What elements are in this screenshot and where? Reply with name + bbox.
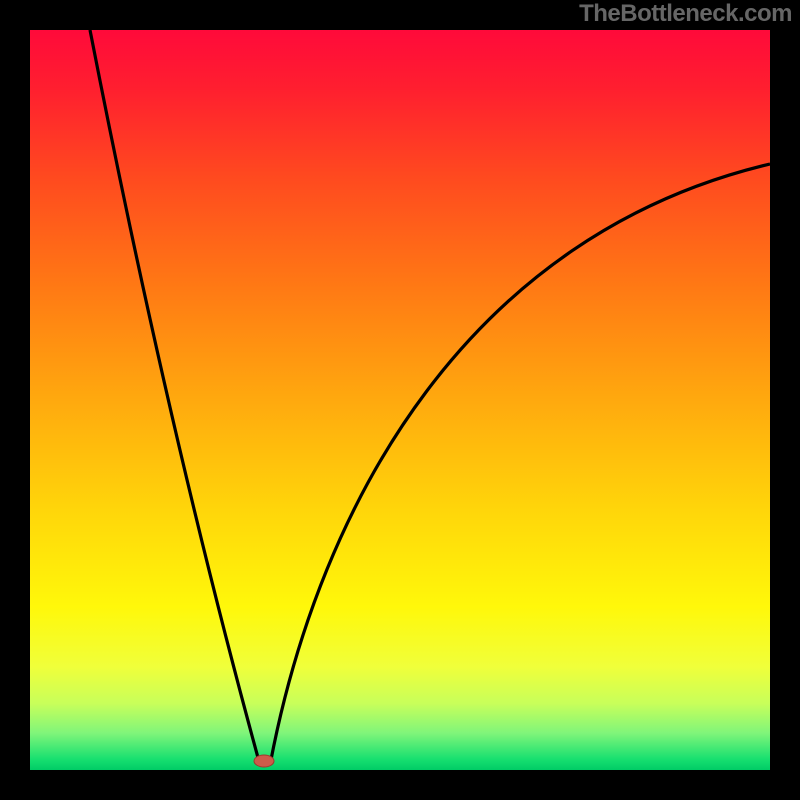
watermark-text: TheBottleneck.com bbox=[579, 0, 792, 28]
plot-background bbox=[30, 30, 770, 770]
bottleneck-chart bbox=[0, 0, 800, 800]
chart-stage: TheBottleneck.com bbox=[0, 0, 800, 800]
sweet-spot-marker bbox=[254, 755, 274, 767]
